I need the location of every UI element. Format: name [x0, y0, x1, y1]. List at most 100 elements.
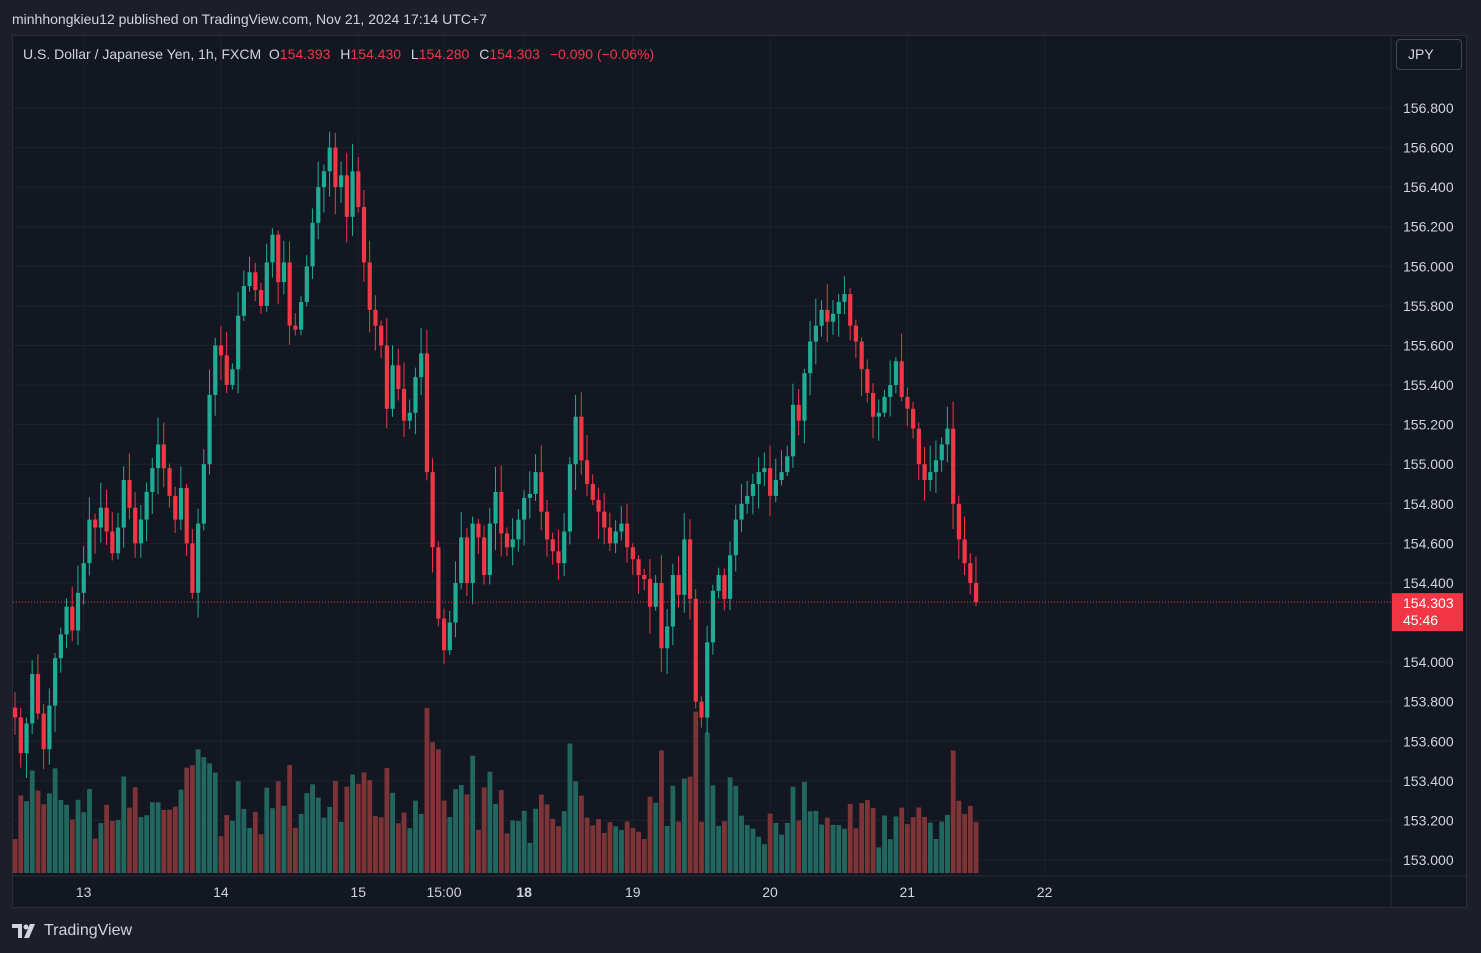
candle-body	[745, 495, 750, 504]
candle	[865, 359, 870, 403]
candle	[41, 704, 46, 770]
candle	[773, 458, 778, 503]
candle-body	[447, 622, 452, 651]
candle	[842, 276, 847, 315]
candle-body	[790, 404, 796, 457]
candle	[30, 660, 35, 735]
candle-body	[264, 262, 269, 306]
candle	[808, 320, 813, 396]
price-tick-label: 156.000	[1403, 258, 1454, 274]
legend-high-label: H	[340, 46, 351, 62]
candle	[104, 489, 109, 545]
volume-bar	[573, 781, 579, 873]
candle	[739, 483, 744, 533]
volume-bar	[87, 789, 92, 873]
candle	[18, 707, 23, 768]
volume-bar	[218, 836, 224, 873]
candle-body	[968, 563, 973, 583]
last-price-value: 154.303	[1403, 595, 1454, 611]
candle	[670, 563, 675, 646]
candle	[190, 528, 195, 599]
volume-bar	[64, 804, 69, 873]
candle	[373, 295, 378, 351]
volume-bar	[190, 765, 195, 873]
volume-bar	[212, 772, 218, 873]
chart-frame[interactable]	[12, 35, 1467, 908]
volume-bar	[664, 825, 670, 873]
volume-bar	[859, 803, 865, 873]
candle	[81, 546, 86, 605]
legend-close-label: C	[479, 46, 490, 62]
candle	[550, 532, 555, 565]
candle	[361, 189, 367, 282]
candle	[562, 513, 567, 577]
candle	[968, 553, 973, 595]
candle-body	[287, 262, 292, 326]
candle-body	[842, 294, 847, 302]
candle-body	[539, 472, 544, 512]
candle-body	[962, 539, 967, 564]
volume-bar	[224, 815, 230, 873]
last-price-badge	[1392, 593, 1463, 632]
volume-bar	[252, 811, 258, 873]
volume-bar	[870, 807, 876, 873]
candle	[516, 509, 521, 552]
candle	[281, 240, 287, 295]
candle-body	[768, 468, 773, 496]
volume-bar	[882, 815, 887, 873]
candle	[728, 541, 733, 611]
candle	[127, 453, 132, 520]
candle-body	[121, 480, 126, 528]
volume-bar	[750, 828, 756, 873]
volume-bar	[247, 827, 253, 873]
currency-button[interactable]: JPY	[1396, 39, 1462, 70]
candle-body	[676, 575, 681, 595]
candle-body	[81, 563, 86, 593]
volume-bar	[973, 821, 979, 873]
candle	[304, 255, 309, 307]
bar-countdown: 45:46	[1403, 612, 1438, 628]
candle	[607, 512, 613, 552]
price-tick-label: 153.600	[1403, 733, 1454, 749]
candles	[13, 131, 979, 778]
candle-body	[401, 389, 407, 421]
volume-bar	[241, 809, 247, 873]
candle	[819, 300, 824, 337]
price-tick-label: 154.400	[1403, 575, 1454, 591]
candle-body	[453, 582, 458, 623]
candle-body	[510, 539, 515, 548]
volume-bar	[470, 755, 476, 873]
candle	[676, 556, 681, 608]
volume-bar	[779, 834, 784, 873]
candle	[453, 561, 458, 638]
volume-bar	[561, 811, 567, 873]
price-tick-label: 154.000	[1403, 654, 1454, 670]
candle	[642, 568, 647, 591]
volume-bar	[584, 817, 590, 873]
candle-body	[653, 582, 658, 607]
candle-body	[882, 396, 887, 413]
candle	[733, 504, 738, 572]
candle	[35, 654, 41, 720]
candle	[590, 474, 595, 506]
candle-body	[687, 539, 693, 599]
candle-body	[379, 325, 384, 346]
candle-body	[419, 353, 424, 378]
price-tick-label: 153.800	[1403, 694, 1454, 710]
candle-body	[527, 493, 532, 498]
candle	[693, 588, 698, 709]
candle-body	[516, 519, 521, 540]
candle	[401, 362, 407, 437]
candle	[299, 296, 304, 336]
candle	[310, 208, 315, 280]
volume-bar	[424, 708, 430, 873]
volume-bar	[876, 847, 882, 873]
legend-low-label: L	[410, 46, 419, 62]
volume-bar	[69, 819, 75, 873]
footer-brand[interactable]: TradingView	[12, 920, 132, 942]
legend-open-label: O	[268, 46, 280, 62]
volume-bar	[58, 799, 64, 873]
candle-body	[659, 582, 664, 649]
volume-bar	[201, 757, 207, 873]
